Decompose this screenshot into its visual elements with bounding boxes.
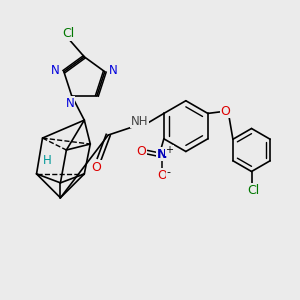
Text: O: O bbox=[220, 105, 230, 118]
Text: +: + bbox=[165, 146, 173, 155]
Text: N: N bbox=[157, 148, 167, 160]
Text: O: O bbox=[136, 145, 146, 158]
Text: N: N bbox=[66, 97, 75, 110]
Text: N: N bbox=[109, 64, 118, 77]
Text: Cl: Cl bbox=[247, 184, 259, 196]
Text: N: N bbox=[51, 64, 60, 77]
Text: H: H bbox=[43, 154, 51, 167]
Text: O: O bbox=[91, 160, 101, 173]
Text: NH: NH bbox=[131, 115, 148, 128]
Text: Cl: Cl bbox=[62, 27, 75, 40]
Text: -: - bbox=[166, 167, 170, 177]
Text: O: O bbox=[157, 169, 167, 182]
